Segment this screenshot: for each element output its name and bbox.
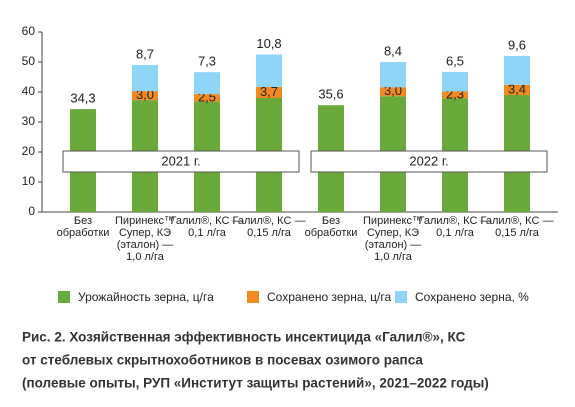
bar-segment: [132, 65, 158, 92]
bar-segment: [442, 71, 468, 92]
value-label: 10,8: [256, 36, 281, 51]
caption: (полевые опыты, РУП «Институт защиты рас…: [22, 376, 489, 391]
y-tick-label: 50: [22, 54, 36, 68]
label-line: Галил®, КС —: [171, 215, 244, 227]
bar-segment: [194, 72, 220, 95]
legend-label: Сохранено зерна, ц/га: [267, 290, 391, 304]
bar-segment: [380, 87, 406, 97]
group-box: [62, 150, 300, 173]
value-label: 6,5: [446, 53, 464, 68]
value-label: 3,7: [260, 84, 278, 99]
legend-swatch: [395, 291, 407, 303]
x-tick-label: Пиринекс™ Супер, КЭ (эталон) —1,0 л/га: [115, 215, 175, 263]
label-line: (эталон) —: [365, 239, 422, 251]
bar-segment: [256, 54, 282, 87]
value-label: 8,7: [136, 46, 154, 61]
label-line: 0,1 л/га: [436, 227, 475, 239]
label-line: Без: [322, 215, 340, 227]
group-label: 2021 г.: [161, 153, 200, 168]
label-line: (эталон) —: [117, 239, 174, 251]
bar-segment: [256, 86, 282, 98]
y-tick-label: 60: [22, 24, 36, 38]
value-label: 7,3: [198, 54, 216, 69]
x-tick-label: Галил®, КС —0,1 л/га: [419, 215, 492, 239]
label-line: 0,15 л/га: [495, 227, 540, 239]
bar-segment: [504, 84, 530, 95]
label-line: Без: [74, 215, 92, 227]
y-tick-label: 0: [28, 204, 35, 218]
label-line: Галил®, КС —: [481, 215, 554, 227]
y-tick-label: 30: [22, 114, 36, 128]
x-tick-label: Галил®, КС —0,1 л/га: [171, 215, 244, 239]
label-line: обработки: [57, 227, 110, 239]
label-line: Галил®, КС —: [419, 215, 492, 227]
y-tick-label: 20: [22, 144, 36, 158]
bar-segment: [380, 62, 406, 88]
y-tick-label: 40: [22, 84, 36, 98]
label-line: Пиринекс™: [115, 215, 175, 227]
label-line: 0,1 л/га: [188, 227, 227, 239]
bar-segment: [132, 91, 158, 101]
value-label: 8,4: [384, 43, 402, 58]
x-tick-label: Без обработки: [305, 215, 358, 239]
bar-segment: [504, 56, 530, 85]
x-tick-label: Галил®, КС —0,15 л/га: [233, 215, 306, 239]
x-tick-label: Без обработки: [57, 215, 110, 239]
y-tick-label: 10: [22, 174, 36, 188]
label-line: обработки: [305, 227, 358, 239]
legend-label: Сохранено зерна, %: [415, 290, 529, 304]
value-label: 35,6: [318, 87, 343, 102]
bar-segment: [194, 94, 220, 102]
bar-segment: [442, 91, 468, 99]
legend-swatch: [247, 291, 259, 303]
legend-swatch: [58, 291, 70, 303]
label-line: 1,0 л/га: [374, 251, 413, 263]
label-line: Галил®, КС —: [233, 215, 306, 227]
value-label: 34,3: [70, 91, 95, 106]
group-label: 2022 г.: [409, 153, 448, 168]
caption: от стеблевых скрытнохоботников в посевах…: [22, 353, 423, 368]
value-label: 3,4: [508, 81, 526, 96]
x-tick-label: Пиринекс™ Супер, КЭ (эталон) —1,0 л/га: [363, 215, 423, 263]
label-line: 0,15 л/га: [247, 227, 292, 239]
label-line: 1,0 л/га: [126, 251, 165, 263]
legend-label: Урожайность зерна, ц/га: [78, 290, 214, 304]
label-line: Супер, КЭ: [119, 227, 171, 239]
label-line: Пиринекс™: [363, 215, 423, 227]
label-line: Супер, КЭ: [367, 227, 419, 239]
x-tick-label: Галил®, КС —0,15 л/га: [481, 215, 554, 239]
group-box: [310, 150, 548, 173]
value-label: 9,6: [508, 37, 526, 52]
caption: Рис. 2. Хозяйственная эффективность инсе…: [22, 330, 466, 345]
